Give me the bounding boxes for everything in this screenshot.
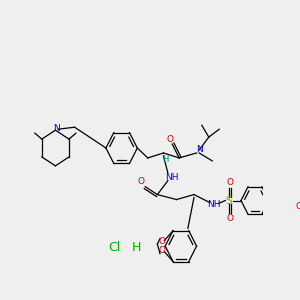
Text: N: N: [196, 146, 202, 154]
Text: H: H: [162, 155, 168, 164]
Text: N: N: [53, 124, 60, 133]
Text: O: O: [158, 246, 165, 255]
Text: O: O: [226, 214, 233, 223]
Text: H: H: [132, 241, 141, 254]
Text: NH: NH: [207, 200, 221, 209]
Text: Cl: Cl: [109, 241, 121, 254]
Text: O: O: [166, 135, 173, 144]
Text: O: O: [226, 178, 233, 187]
Text: O: O: [137, 177, 144, 186]
Text: O: O: [296, 202, 300, 211]
Text: NH: NH: [165, 173, 179, 182]
Text: O: O: [158, 237, 165, 246]
Text: S: S: [226, 196, 232, 206]
